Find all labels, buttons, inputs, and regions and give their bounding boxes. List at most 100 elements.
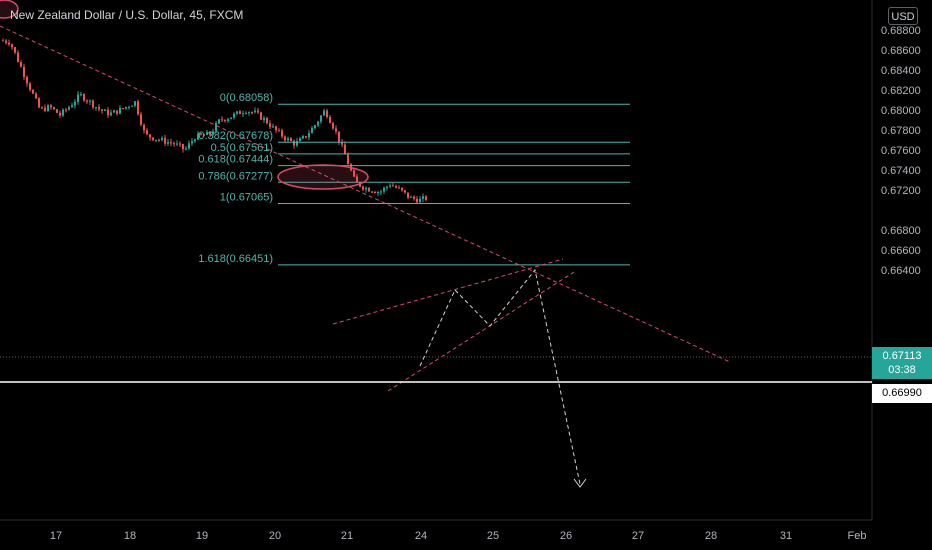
candle-body bbox=[215, 123, 217, 132]
upper-channel-line bbox=[332, 258, 564, 325]
candle-body bbox=[347, 154, 349, 165]
candle-body bbox=[179, 143, 181, 145]
candle-body bbox=[38, 98, 40, 108]
candle-body bbox=[197, 133, 199, 140]
candle-body bbox=[11, 44, 13, 48]
candle-body bbox=[47, 105, 49, 112]
candle-body bbox=[425, 196, 427, 200]
candle-body bbox=[71, 105, 73, 108]
candle-body bbox=[398, 187, 400, 189]
candle-body bbox=[125, 106, 127, 109]
candle-body bbox=[287, 138, 289, 141]
candle-body bbox=[341, 141, 343, 145]
candle-body bbox=[62, 109, 64, 116]
y-tick-label: 0.68200 bbox=[881, 85, 921, 97]
candle-body bbox=[293, 140, 295, 146]
fib-level-label: 0.5(0.67561) bbox=[211, 142, 273, 154]
candle-body bbox=[404, 190, 406, 193]
candle-body bbox=[326, 110, 328, 117]
candle-body bbox=[416, 198, 418, 203]
y-tick-label: 0.67400 bbox=[881, 165, 921, 177]
candle-body bbox=[131, 105, 133, 107]
candle-body bbox=[314, 125, 316, 128]
candle-body bbox=[290, 138, 292, 141]
candle-body bbox=[332, 122, 334, 129]
candle-body bbox=[185, 148, 187, 150]
top-left-ellipse bbox=[0, 0, 19, 19]
candle-body bbox=[119, 108, 121, 114]
candle-body bbox=[116, 110, 118, 114]
candle-body bbox=[320, 115, 322, 122]
fib-level-label: 0.382(0.67678) bbox=[198, 130, 273, 142]
candle-body bbox=[122, 108, 124, 110]
candle-body bbox=[104, 109, 106, 111]
currency-button[interactable]: USD bbox=[888, 7, 918, 25]
candle-body bbox=[254, 110, 256, 113]
candle-body bbox=[101, 109, 103, 111]
candle-body bbox=[182, 144, 184, 150]
candle-body bbox=[281, 130, 283, 137]
y-tick-label: 0.67200 bbox=[881, 185, 921, 197]
candle-body bbox=[41, 107, 43, 109]
candle-body bbox=[80, 94, 82, 96]
candle-body bbox=[353, 170, 355, 177]
candle-body bbox=[299, 138, 301, 142]
x-tick-label: 27 bbox=[632, 530, 644, 542]
candle-body bbox=[137, 101, 139, 115]
candle-body bbox=[401, 187, 403, 191]
candle-body bbox=[260, 112, 262, 120]
projection-arrowhead bbox=[573, 478, 587, 488]
x-tick-label: 17 bbox=[50, 530, 62, 542]
candle-body bbox=[35, 93, 37, 99]
candle-body bbox=[356, 176, 358, 183]
candle-body bbox=[263, 117, 265, 120]
candle-body bbox=[59, 112, 61, 116]
candle-body bbox=[212, 131, 214, 135]
candle-body bbox=[188, 143, 190, 149]
candle-body bbox=[251, 112, 253, 114]
descending-trendline bbox=[0, 25, 731, 363]
candle-body bbox=[272, 126, 274, 128]
candle-body bbox=[278, 130, 280, 132]
candle-body bbox=[236, 111, 238, 114]
candle-body bbox=[362, 186, 364, 190]
candle-body bbox=[227, 119, 229, 121]
candle-body bbox=[410, 196, 412, 198]
candle-body bbox=[2, 40, 4, 42]
fib-level-label: 1(0.67065) bbox=[220, 192, 273, 204]
y-tick-label: 0.66800 bbox=[881, 225, 921, 237]
candle-body bbox=[173, 143, 175, 145]
candle-body bbox=[407, 192, 409, 198]
candle-body bbox=[344, 144, 346, 155]
candle-body bbox=[134, 101, 136, 106]
candle-body bbox=[170, 142, 172, 144]
candle-body bbox=[311, 127, 313, 134]
candle-body bbox=[128, 106, 130, 108]
last-price-tag: 0.67113 03:38 bbox=[872, 347, 932, 379]
candle-body bbox=[8, 42, 10, 45]
candle-body bbox=[335, 128, 337, 132]
candle-body bbox=[374, 192, 376, 194]
y-tick-label: 0.66600 bbox=[881, 245, 921, 257]
candle-body bbox=[23, 66, 25, 77]
candle-body bbox=[224, 119, 226, 121]
swing-high-ellipse bbox=[277, 164, 369, 190]
candle-body bbox=[221, 119, 223, 121]
x-tick-label: 19 bbox=[196, 530, 208, 542]
candle-body bbox=[302, 136, 304, 139]
y-tick-label: 0.67600 bbox=[881, 145, 921, 157]
candle-body bbox=[32, 89, 34, 94]
candle-body bbox=[77, 94, 79, 102]
candle-body bbox=[230, 117, 232, 120]
candle-body bbox=[233, 113, 235, 118]
candle-body bbox=[308, 133, 310, 138]
candle-body bbox=[371, 191, 373, 193]
projection-path bbox=[419, 268, 581, 485]
candle-body bbox=[242, 113, 244, 115]
candle-body bbox=[14, 47, 16, 53]
symbol-title: New Zealand Dollar / U.S. Dollar, 45, FX… bbox=[10, 8, 244, 22]
candle-body bbox=[413, 196, 415, 199]
candle-body bbox=[167, 142, 169, 144]
candle-body bbox=[380, 191, 382, 193]
